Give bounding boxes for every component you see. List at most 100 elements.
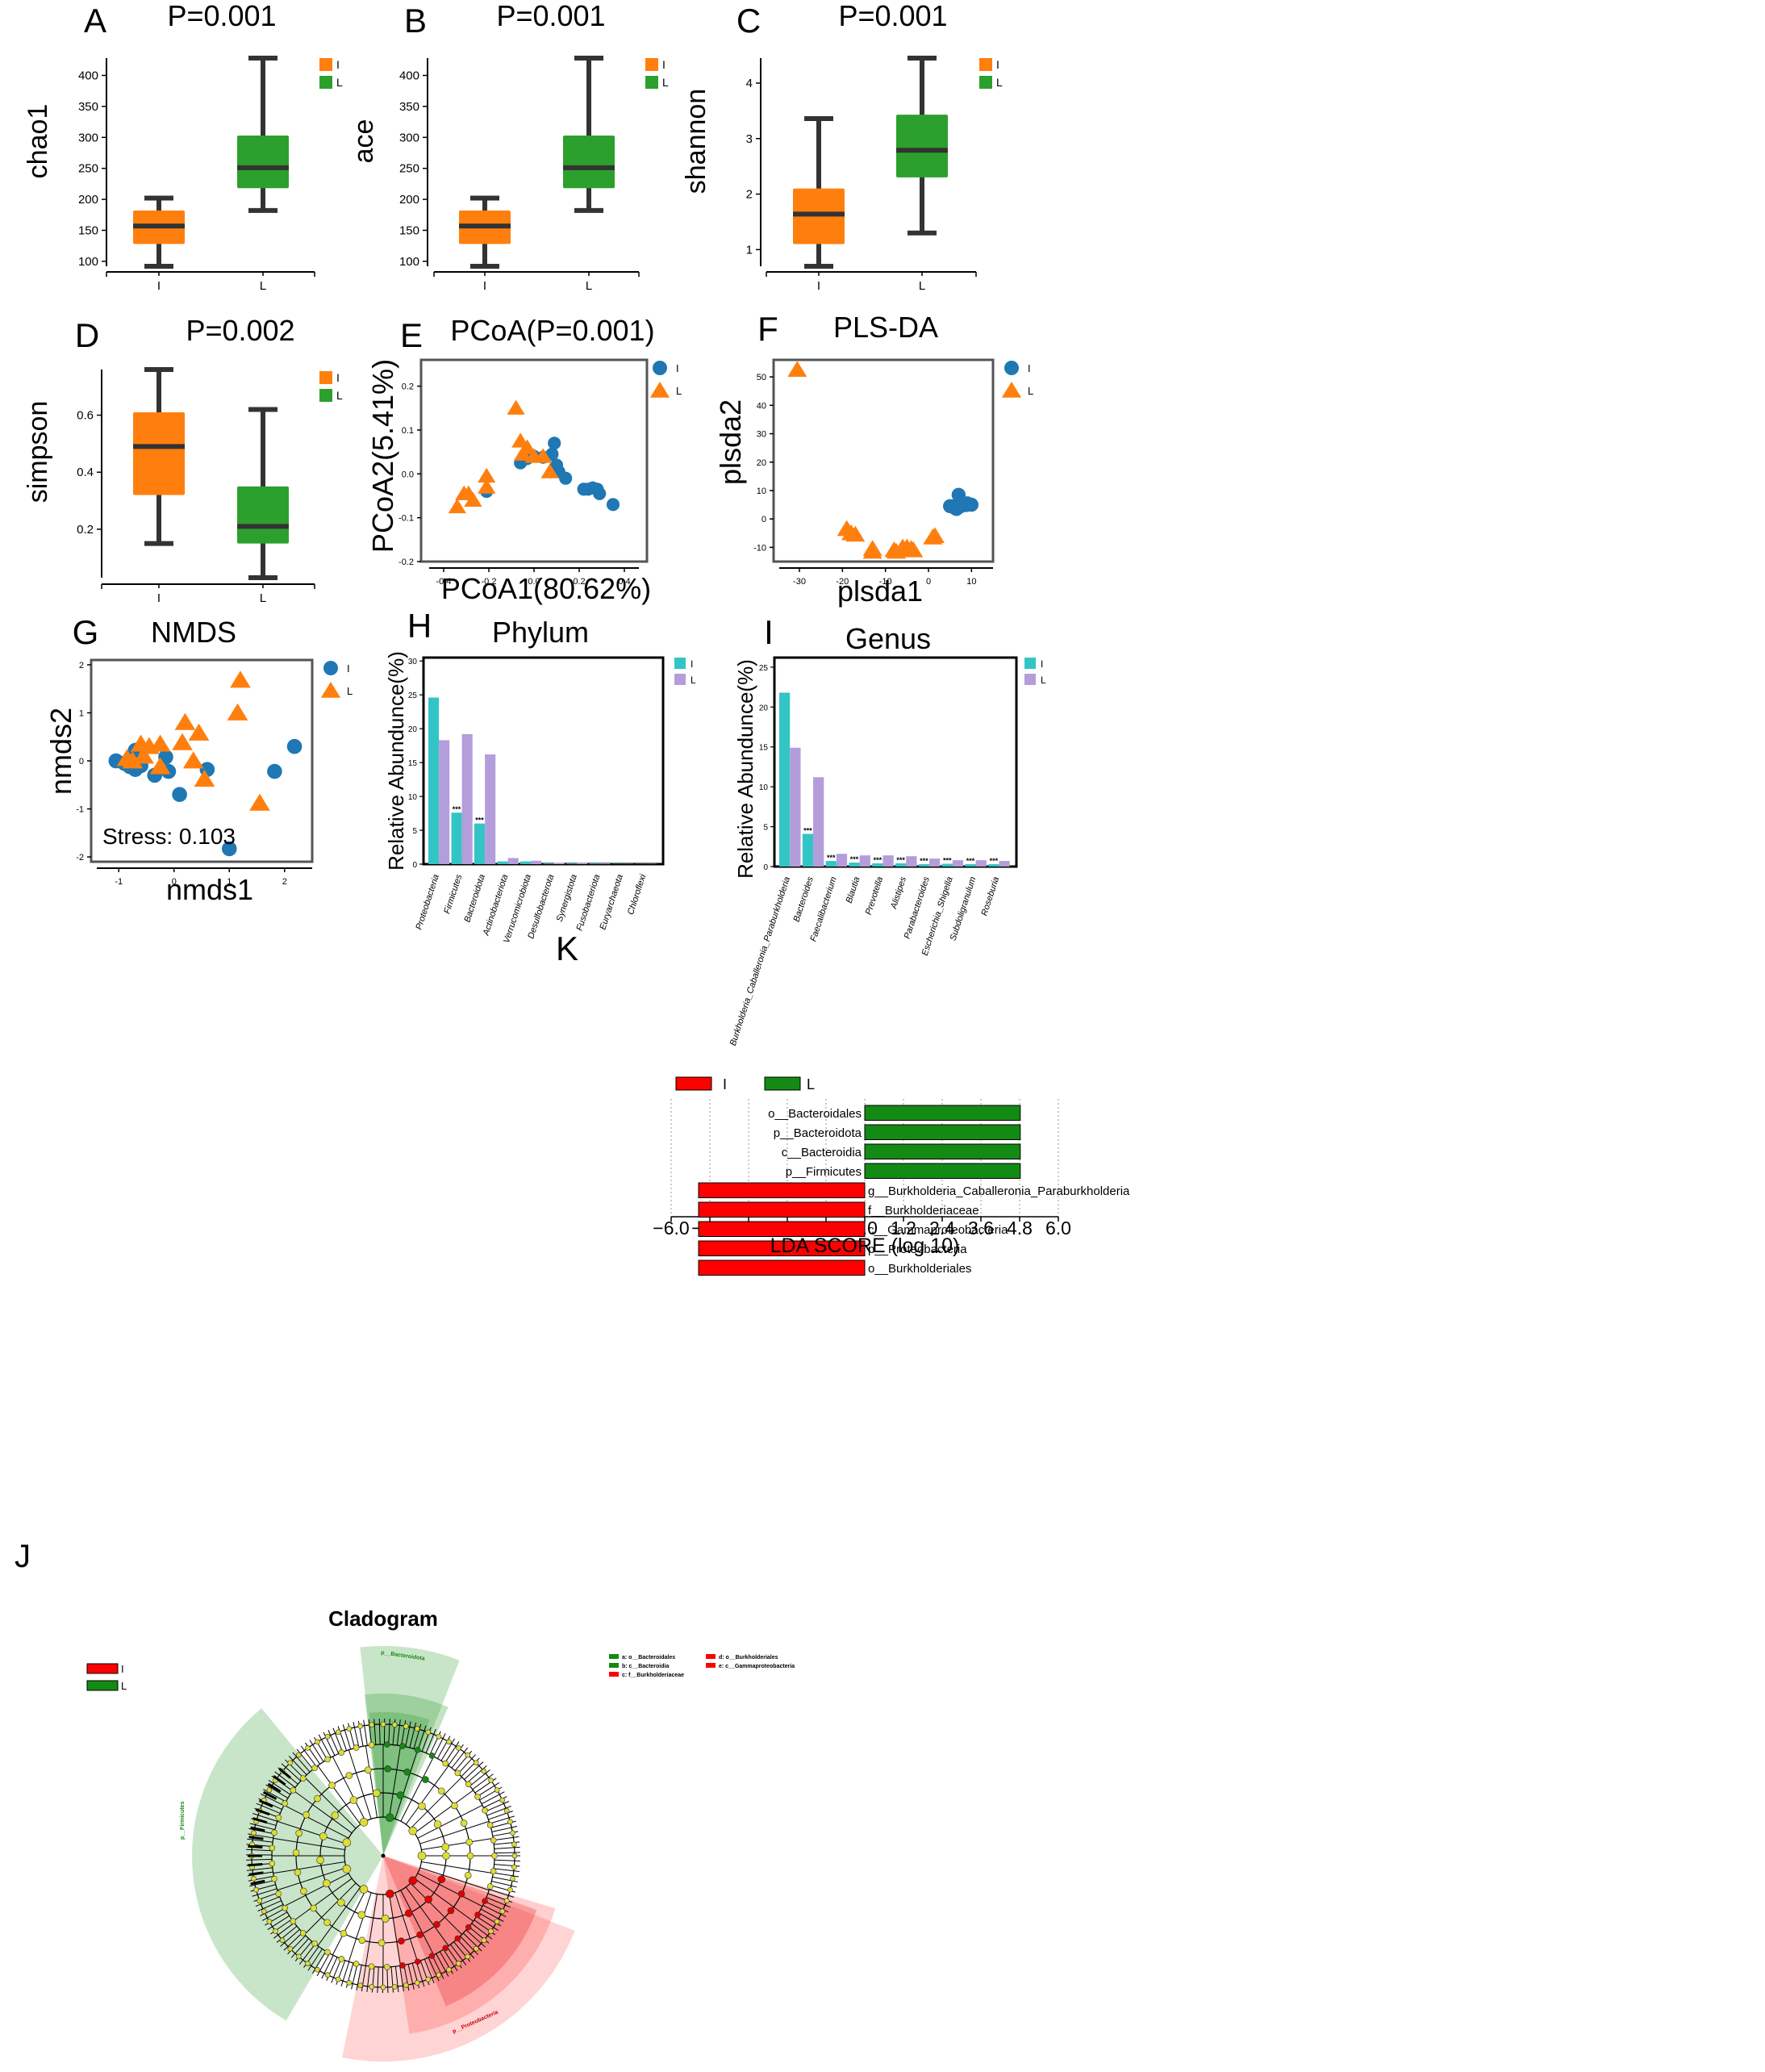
bar-I-Alistipes [895, 863, 907, 867]
cladogram-node [408, 1876, 418, 1886]
legend-label-I: I [662, 58, 666, 71]
y-tick-label: 400 [399, 69, 419, 83]
cladogram-node [338, 1749, 345, 1756]
cladogram-node [338, 1956, 345, 1962]
cladogram-spoke [365, 1894, 378, 1966]
plot-frame [772, 358, 995, 563]
cladogram-spoke [292, 1752, 311, 1773]
cladogram-node [305, 1961, 311, 1966]
y-tick-label: 30 [757, 430, 766, 440]
cladogram-spoke [428, 1957, 440, 1982]
x-tick-label: Blautia [845, 875, 862, 904]
cladogram-spoke [444, 1741, 460, 1764]
cladogram-spoke [394, 1966, 399, 1992]
cladogram-node [403, 1768, 411, 1776]
cladogram-spoke [471, 1923, 493, 1940]
cladogram-dense-branch [248, 1844, 263, 1849]
cladogram-node [310, 1904, 318, 1912]
cladogram-spoke [261, 1793, 285, 1807]
lda-feature-label: f__Burkholderiaceae [868, 1204, 979, 1218]
lda-bar-p__Firmicutes [864, 1163, 1021, 1179]
cladogram-node [465, 1781, 472, 1788]
y-tick-label: 15 [408, 759, 418, 768]
cladogram-node [490, 1836, 497, 1844]
cladogram-spoke [277, 1867, 347, 1891]
cladogram-spoke [365, 1745, 378, 1818]
cladogram-spoke [486, 1897, 511, 1908]
legend-label-I: I [121, 1663, 124, 1675]
significance-mark: *** [827, 854, 836, 862]
panel-label: H [407, 607, 432, 645]
point-L [924, 527, 945, 544]
point-I [948, 499, 962, 513]
legend-label-L: L [676, 385, 682, 397]
cladogram-node [396, 1791, 405, 1799]
cladogram-spoke [477, 1782, 500, 1797]
panel-title: PCoA(P=0.001) [450, 314, 654, 347]
x-tick-label: L [260, 279, 266, 293]
y-tick-label: 0 [79, 757, 84, 767]
y-tick-label: 200 [399, 193, 419, 207]
cladogram-spoke [417, 1725, 427, 1751]
cladogram-spoke [482, 1904, 507, 1918]
cladogram-spoke [300, 1745, 317, 1767]
point-L [174, 712, 196, 730]
cladogram-node [433, 1820, 442, 1828]
cladogram-nodes [248, 1721, 518, 1991]
cladogram-spoke [273, 1837, 345, 1850]
cladogram-spoke [317, 1765, 361, 1825]
lda-bar-f__Burkholderiaceae [698, 1201, 866, 1218]
significance-mark: *** [850, 855, 859, 863]
legend-swatch-I [674, 658, 686, 669]
lda-bar-c__Gammaproteobacteria [698, 1221, 866, 1237]
key-c: c: f__Burkholderiaceae [622, 1673, 684, 1678]
cladogram-node [358, 1936, 366, 1945]
cladogram-node [486, 1883, 494, 1890]
cladogram-node [503, 1807, 510, 1814]
y-tick-label: 1 [79, 708, 84, 718]
cladogram-node [446, 1966, 452, 1973]
cladogram-spoke [491, 1881, 517, 1888]
cladogram-node [454, 1935, 461, 1942]
lda-feature-label: p__Proteobacteria [868, 1243, 967, 1256]
cladogram-node [378, 1939, 386, 1947]
point-I [959, 498, 974, 512]
cladogram-spoke [252, 1888, 277, 1897]
lda-bar-o__Burkholderiales [698, 1259, 866, 1276]
cladogram-node [384, 1964, 390, 1970]
cladogram-spoke [417, 1804, 483, 1839]
x-tick-label: Chloroflexi [626, 873, 649, 917]
cladogram-spoke [356, 1965, 362, 1991]
cladogram-spoke [389, 1745, 402, 1818]
cladogram-node [456, 1745, 461, 1751]
y-tick-label: 20 [759, 704, 769, 712]
lda-feature-label: p__Bacteroidota [774, 1126, 862, 1140]
y-axis-label: ace [348, 119, 379, 164]
bar-L-Burkholderia_Caballeronia_Paraburkholderia [790, 747, 801, 867]
box-body-I [133, 412, 185, 495]
cladogram-node [357, 1723, 363, 1729]
cladogram-node [257, 1898, 263, 1904]
cladogram-node [369, 1984, 375, 1990]
cladogram-dense-branch [250, 1826, 265, 1832]
legend-label-L: L [121, 1680, 127, 1692]
cladogram-spoke [342, 1724, 352, 1750]
cladogram-spoke [248, 1828, 274, 1835]
cladogram-node [271, 1829, 277, 1836]
cladogram-spoke [304, 1777, 357, 1829]
legend-label-L: L [347, 685, 353, 697]
point-L [227, 703, 248, 721]
cladogram-dense-branch [262, 1790, 277, 1800]
x-tick-label: Prevotella [864, 875, 886, 916]
cladogram-node [482, 1898, 488, 1904]
cladogram-node [442, 1852, 450, 1860]
point-L [903, 541, 924, 558]
x-tick-label: Firmicutes [442, 873, 464, 915]
y-tick-label: 300 [78, 131, 98, 144]
legend-swatch-I [1024, 658, 1036, 669]
point-L [149, 757, 171, 775]
y-tick-label: 25 [408, 691, 418, 700]
bar-I-Fusobacteriota [589, 863, 600, 864]
